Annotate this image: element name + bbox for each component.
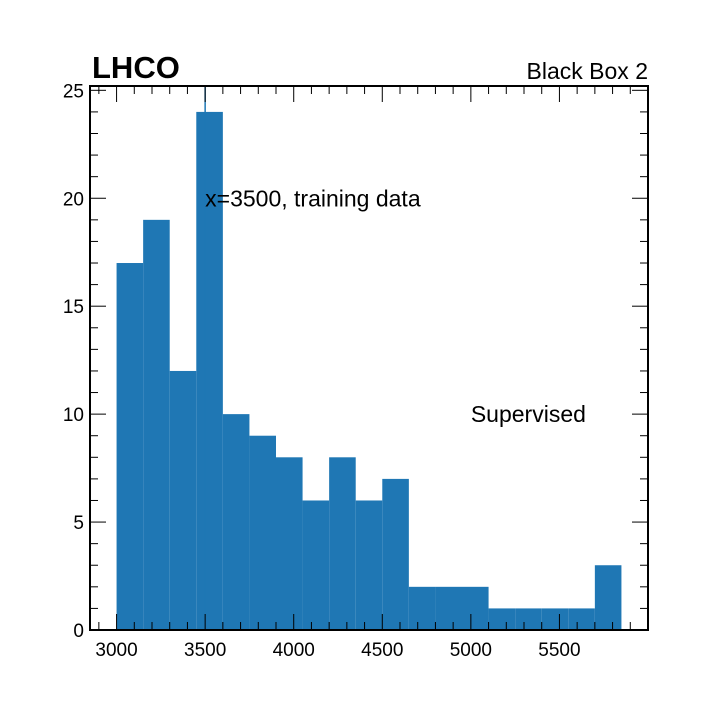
tick-labels: 3000 3500 4000 4500 5000 5500 0 5 10 15 20 25 <box>63 81 581 661</box>
x-tick-label: 5000 <box>450 640 492 661</box>
title-left: LHCO <box>92 50 180 85</box>
histogram-bar <box>515 608 542 630</box>
histogram-bar <box>594 565 622 630</box>
x-tick-label: 4500 <box>361 640 403 661</box>
axis-ticks <box>90 86 648 631</box>
x-tick-label: 5500 <box>538 640 580 661</box>
histogram-bar <box>382 478 409 630</box>
histogram-bar <box>143 219 170 631</box>
histogram-bar <box>435 586 462 630</box>
histogram-bar <box>488 608 516 630</box>
y-tick-label: 15 <box>63 297 84 318</box>
y-tick-label: 20 <box>63 189 84 210</box>
histogram-bar <box>302 500 330 630</box>
histogram-bar <box>276 457 303 630</box>
plot-frame <box>89 85 649 631</box>
y-tick-label: 25 <box>63 81 84 102</box>
histogram-bar <box>541 608 569 630</box>
histogram-bar <box>462 586 489 630</box>
histogram-bar <box>249 435 276 630</box>
annotation-text: Supervised <box>471 401 586 427</box>
histogram-bar <box>329 457 356 630</box>
histogram-bars <box>116 111 622 631</box>
x-tick-label: 4000 <box>273 640 315 661</box>
histogram-bar <box>408 586 436 630</box>
y-tick-label: 0 <box>73 621 84 642</box>
y-tick-label: 10 <box>63 405 84 426</box>
annotations: x=3500, training data Supervised <box>205 185 586 427</box>
histogram-bar <box>169 370 197 630</box>
histogram-bar <box>196 111 223 630</box>
histogram-bar <box>355 500 383 630</box>
title-right: Black Box 2 <box>527 58 648 84</box>
x-tick-label: 3500 <box>184 640 226 661</box>
histogram-bar <box>116 263 144 630</box>
annotation-text: x=3500, training data <box>205 185 421 211</box>
histogram-bar <box>568 608 595 630</box>
histogram-bar <box>222 414 250 630</box>
y-tick-label: 5 <box>73 513 84 534</box>
x-tick-label: 3000 <box>95 640 137 661</box>
